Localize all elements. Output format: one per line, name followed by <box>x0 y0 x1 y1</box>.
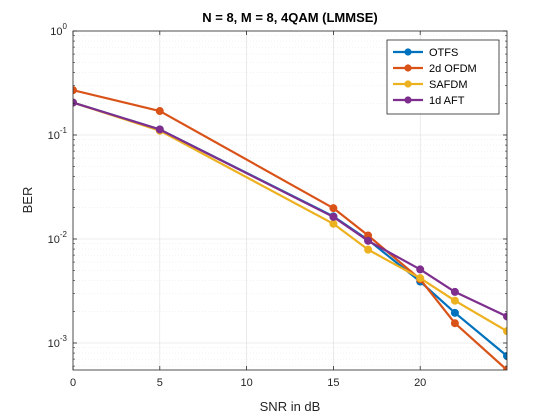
y-axis-label: BER <box>20 187 35 214</box>
data-point-safdm <box>416 274 425 283</box>
y-tick-labels: 100 10-1 10-2 10-3 <box>48 22 68 350</box>
axis-ticks <box>72 30 507 370</box>
data-point-1d-aft <box>416 265 425 274</box>
legend-label-1d-aft: 1d AFT <box>429 95 465 107</box>
x-tick-label: 20 <box>414 377 426 389</box>
x-tick-label: 15 <box>327 377 339 389</box>
data-point-2d-ofdm <box>450 319 459 328</box>
series-1d-aft <box>73 98 507 321</box>
x-tick-labels: 0 5 10 15 20 <box>70 377 426 389</box>
x-tick-label: 10 <box>240 377 252 389</box>
plot-frame <box>72 30 508 371</box>
x-tick-label: 0 <box>70 377 76 389</box>
data-point-1d-aft <box>364 236 373 245</box>
legend-label-2d-ofdm: 2d OFDM <box>429 63 477 75</box>
data-point-safdm <box>364 245 373 254</box>
y-tick-label: 10-3 <box>48 334 68 350</box>
legend: OTFS 2d OFDM SAFDM 1d AFT <box>386 39 500 115</box>
data-point-safdm <box>450 296 459 305</box>
legend-label-safdm: SAFDM <box>429 79 468 91</box>
minor-grid <box>73 35 507 367</box>
data-point-1d-aft <box>450 287 459 296</box>
data-point-1d-aft <box>155 125 164 134</box>
chart-title: N = 8, M = 8, 4QAM (LMMSE) <box>202 10 378 25</box>
legend-marker-1d-aft <box>404 96 412 104</box>
x-axis-label: SNR in dB <box>260 399 321 414</box>
y-tick-label: 10-1 <box>48 126 68 142</box>
data-point-2d-ofdm <box>329 204 338 213</box>
legend-marker-2d-ofdm <box>404 64 412 72</box>
legend-marker-otfs <box>404 48 412 56</box>
data-point-2d-ofdm <box>155 107 164 116</box>
data-point-otfs <box>450 308 459 317</box>
y-tick-label: 100 <box>50 22 67 38</box>
legend-label-otfs: OTFS <box>429 47 458 59</box>
y-tick-label: 10-2 <box>48 230 68 246</box>
data-point-safdm <box>329 219 338 228</box>
legend-marker-safdm <box>404 80 412 88</box>
data-point-1d-aft <box>329 212 338 221</box>
series-layer <box>73 86 507 370</box>
x-tick-label: 5 <box>157 377 163 389</box>
